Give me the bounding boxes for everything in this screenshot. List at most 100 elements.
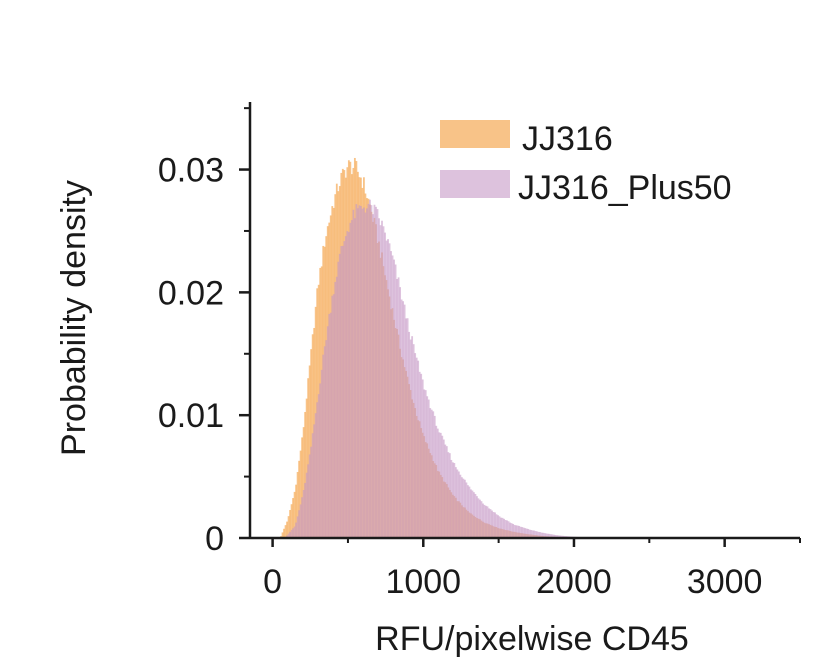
histogram-bar — [429, 408, 432, 538]
histogram-bar — [384, 232, 386, 538]
histogram-bar — [290, 504, 293, 538]
histogram-bar — [471, 490, 474, 538]
histogram-bar — [325, 340, 328, 538]
histogram-bar — [491, 510, 493, 538]
histogram-bar — [347, 232, 350, 538]
histogram-bar — [510, 523, 513, 538]
histogram-bar — [281, 532, 284, 538]
histogram-bar — [341, 245, 344, 538]
histogram-bar — [536, 531, 539, 538]
histogram-bar — [358, 205, 361, 538]
histogram-bar — [308, 365, 311, 538]
histogram-bar — [295, 484, 298, 538]
histogram-bar — [298, 460, 301, 538]
histogram-bar — [320, 369, 323, 538]
histogram-bar — [534, 531, 537, 538]
histogram-bar — [353, 218, 356, 539]
histogram-bar — [530, 530, 533, 538]
histogram-bar — [328, 313, 331, 538]
histogram-bar — [552, 534, 555, 538]
histogram-bar — [399, 287, 401, 538]
histogram-bar — [311, 433, 314, 538]
histogram-bar — [494, 512, 496, 538]
histogram-bar — [498, 516, 501, 538]
histogram-bars — [280, 157, 605, 539]
histogram-bar — [335, 276, 338, 538]
x-tick-label: 3000 — [687, 563, 763, 601]
histogram-bar — [426, 396, 429, 538]
histogram-bar — [448, 453, 451, 538]
histogram-bar — [332, 294, 335, 538]
histogram-bar — [302, 489, 305, 538]
histogram-bar — [476, 496, 478, 538]
histogram-bar — [408, 331, 411, 538]
y-tick-label: 0.01 — [158, 397, 224, 435]
histogram-bar — [393, 259, 395, 538]
histogram-bar — [438, 432, 441, 538]
histogram-bar — [287, 533, 290, 538]
histogram-bar — [518, 525, 521, 538]
histogram-bar — [430, 409, 433, 538]
histogram-bar — [507, 521, 510, 538]
histogram-bar — [456, 469, 459, 538]
histogram-bar — [453, 463, 456, 538]
histogram-bar — [317, 394, 320, 538]
legend-label-jj316: JJ316 — [522, 120, 613, 158]
histogram-bar — [524, 528, 527, 538]
histogram-bar — [528, 529, 531, 538]
histogram-bar — [474, 493, 477, 538]
histogram-bar — [316, 402, 319, 538]
histogram-bar — [539, 532, 542, 538]
histogram-bar — [439, 432, 442, 538]
histogram-bar — [488, 508, 490, 538]
histogram-bar — [414, 353, 417, 538]
histogram-bar — [355, 204, 358, 538]
histogram-bar — [397, 277, 400, 538]
histogram-bar — [527, 528, 530, 538]
histogram-bar — [548, 533, 551, 538]
histogram-bar — [388, 243, 391, 538]
histogram-bar — [310, 349, 313, 538]
histogram-bar — [504, 520, 507, 538]
histogram-bar — [513, 524, 516, 538]
histogram-bar — [423, 389, 426, 538]
histogram-bar — [555, 535, 558, 538]
histogram-bar — [319, 383, 322, 538]
histogram-bar — [375, 206, 377, 538]
histogram-bar — [543, 533, 546, 538]
histogram-bar — [299, 450, 302, 538]
histogram-bar — [308, 454, 311, 538]
histogram-bar — [459, 474, 462, 538]
histogram-bar — [296, 516, 299, 538]
histogram-bar — [515, 525, 518, 538]
histogram-bar — [346, 231, 349, 538]
histogram-bar — [402, 301, 404, 538]
y-axis-title: Probability density — [55, 180, 93, 456]
histogram-bar — [409, 339, 412, 538]
histogram-bar — [323, 346, 326, 538]
histogram-bar — [417, 360, 420, 538]
histogram-bar — [396, 279, 398, 538]
histogram-bar — [412, 344, 415, 538]
histogram-bar — [293, 526, 296, 538]
histogram-bar — [287, 516, 290, 538]
histogram-bar — [457, 471, 460, 538]
histogram-bar — [435, 425, 438, 538]
histogram-bar — [343, 241, 346, 539]
histogram-bar — [356, 208, 359, 539]
histogram-bar — [286, 535, 288, 538]
histogram-bar — [519, 526, 522, 538]
histogram-bar — [385, 240, 388, 538]
histogram-bar — [444, 444, 447, 538]
histogram-bar — [495, 514, 498, 538]
histogram-bar — [533, 530, 536, 538]
histogram-bar — [349, 222, 352, 538]
histogram-bar — [551, 534, 554, 538]
histogram-bar — [477, 498, 480, 538]
histogram-bar — [537, 531, 540, 538]
legend-swatch-jj316 — [440, 120, 510, 148]
histogram-bar — [549, 534, 552, 538]
histogram-bar — [322, 354, 325, 538]
histogram-bar — [289, 510, 291, 538]
histogram-bar — [337, 261, 340, 538]
